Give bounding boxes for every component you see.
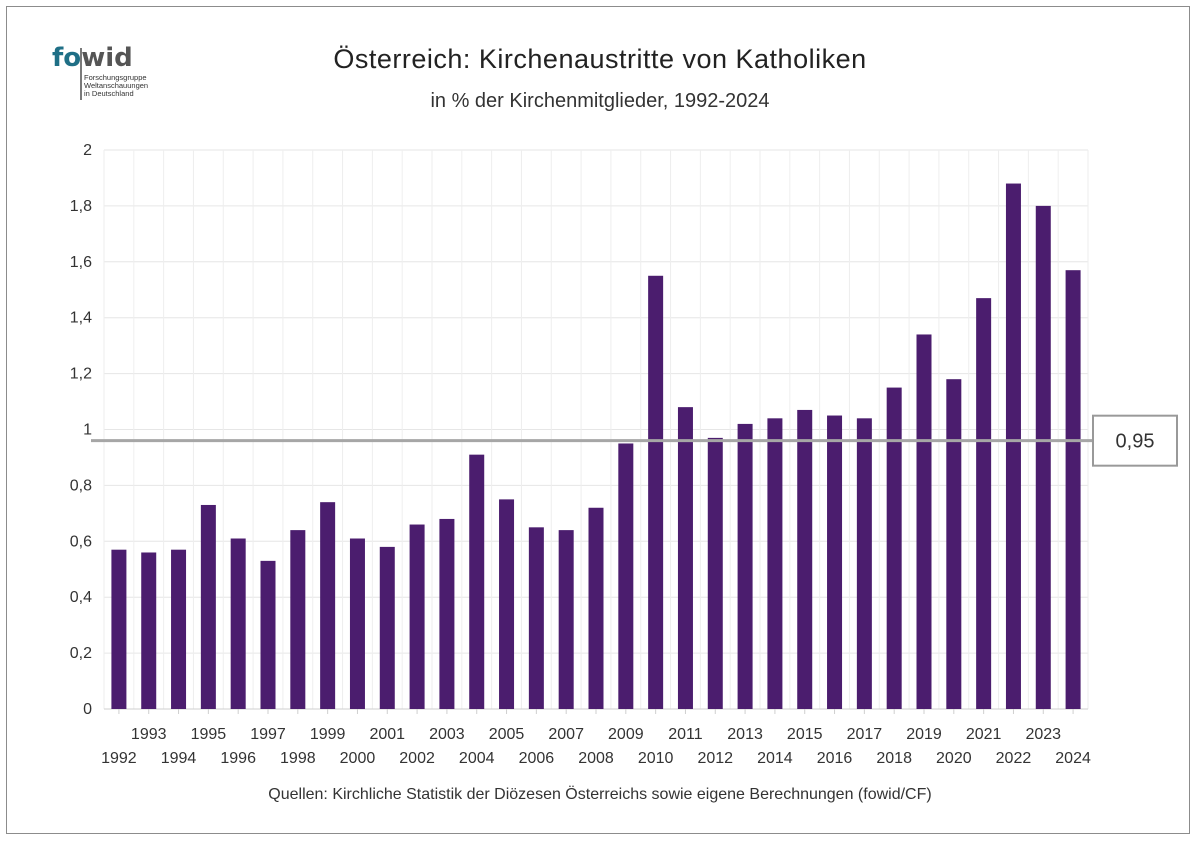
- bar-2019: [916, 334, 932, 709]
- bar-2016: [827, 415, 843, 709]
- bar-1996: [230, 538, 246, 709]
- bar-2023: [1035, 205, 1051, 709]
- source-note: Quellen: Kirchliche Statistik der Diözes…: [268, 786, 932, 803]
- x-tick-label: 2006: [519, 750, 555, 767]
- chart-subtitle: in % der Kirchenmitglieder, 1992-2024: [430, 90, 770, 112]
- y-tick-label: 0,6: [70, 533, 92, 550]
- y-tick-label: 1,2: [70, 366, 92, 383]
- x-tick-label: 2019: [906, 726, 942, 743]
- bar-2021: [976, 298, 992, 709]
- x-tick-label: 2024: [1055, 750, 1091, 767]
- x-tick-label: 2017: [847, 726, 883, 743]
- logo-wordmark: fowid: [52, 43, 133, 73]
- x-tick-label: 2023: [1025, 726, 1061, 743]
- bar-2018: [886, 387, 902, 709]
- bar-2008: [588, 507, 604, 709]
- logo-subtext: Forschungsgruppe Weltanschauungen in Deu…: [84, 73, 149, 98]
- x-tick-label: 2005: [489, 726, 525, 743]
- y-tick-label: 1: [83, 422, 92, 439]
- x-tick-label: 1999: [310, 726, 346, 743]
- bar-2001: [379, 546, 395, 709]
- fowid-logo: fowid Forschungsgruppe Weltanschauungen …: [52, 44, 162, 106]
- y-tick-label: 2: [83, 142, 92, 159]
- x-tick-label: 2021: [966, 726, 1002, 743]
- bar-2014: [767, 418, 783, 709]
- bar-2015: [797, 409, 813, 709]
- x-tick-label: 1995: [191, 726, 227, 743]
- x-tick-label: 2013: [727, 726, 763, 743]
- bar-2009: [618, 443, 634, 709]
- reference-label: 0,95: [1116, 431, 1155, 453]
- bar-2024: [1065, 270, 1081, 709]
- bar-1994: [171, 549, 187, 709]
- chart-frame: [6, 6, 1190, 834]
- bar-2013: [737, 423, 753, 709]
- x-tick-label: 2018: [876, 750, 912, 767]
- y-tick-label: 0,8: [70, 477, 92, 494]
- bar-1993: [141, 552, 157, 709]
- bar-2002: [409, 524, 425, 709]
- x-tick-label: 1994: [161, 750, 197, 767]
- x-tick-label: 1992: [101, 750, 137, 767]
- x-tick-label: 2000: [340, 750, 376, 767]
- bar-2003: [439, 518, 455, 709]
- bar-2004: [469, 454, 485, 709]
- x-tick-label: 2009: [608, 726, 644, 743]
- bar-2000: [349, 538, 365, 709]
- x-tick-label: 2022: [996, 750, 1032, 767]
- y-tick-label: 0,2: [70, 645, 92, 662]
- bar-2006: [528, 527, 544, 709]
- x-tick-label: 1993: [131, 726, 167, 743]
- y-tick-label: 0: [83, 701, 92, 718]
- bar-2005: [499, 499, 515, 709]
- x-tick-label: 2001: [369, 726, 405, 743]
- bar-2022: [1005, 183, 1021, 710]
- x-tick-label: 2010: [638, 750, 674, 767]
- x-tick-label: 2015: [787, 726, 823, 743]
- y-tick-label: 1,8: [70, 198, 92, 215]
- y-tick-label: 0,4: [70, 589, 92, 606]
- x-tick-label: 1998: [280, 750, 316, 767]
- reference-label-box: [1092, 414, 1178, 467]
- bar-2010: [648, 275, 664, 709]
- bar-1992: [111, 549, 127, 709]
- x-tick-label: 2002: [399, 750, 435, 767]
- logo-divider: [80, 48, 82, 100]
- bar-1999: [320, 502, 336, 709]
- x-tick-label: 2011: [668, 726, 703, 743]
- y-tick-label: 1,6: [70, 254, 92, 271]
- bar-2007: [558, 530, 574, 709]
- bar-2017: [856, 418, 872, 709]
- x-tick-label: 2007: [548, 726, 584, 743]
- chart-title: Österreich: Kirchenaustritte von Katholi…: [333, 44, 867, 74]
- x-tick-label: 2003: [429, 726, 465, 743]
- x-tick-label: 2014: [757, 750, 793, 767]
- x-tick-label: 1996: [220, 750, 256, 767]
- x-tick-label: 2004: [459, 750, 495, 767]
- bar-1995: [200, 504, 216, 709]
- bar-2012: [707, 437, 723, 709]
- x-tick-label: 2016: [817, 750, 853, 767]
- x-tick-label: 2020: [936, 750, 972, 767]
- x-tick-label: 1997: [250, 726, 286, 743]
- bar-1997: [260, 560, 276, 709]
- x-tick-label: 2012: [697, 750, 733, 767]
- bar-2011: [677, 407, 693, 709]
- x-tick-label: 2008: [578, 750, 614, 767]
- y-tick-label: 1,4: [70, 310, 92, 327]
- bar-2020: [946, 379, 962, 709]
- bar-1998: [290, 530, 306, 709]
